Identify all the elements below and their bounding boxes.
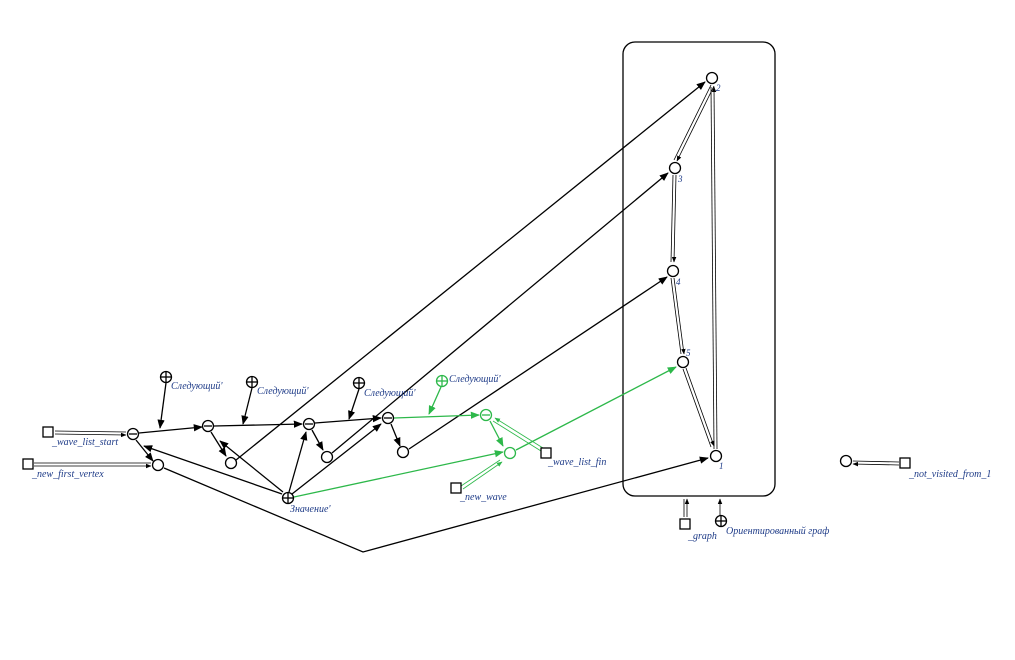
elem-node-2 [320,450,334,464]
graph-label: _graph [687,531,717,542]
edge-n2-c1 [210,431,227,457]
edge-n1-new-first [135,439,154,462]
edge-next3 [348,388,360,420]
edge-g1-g2 [489,420,504,447]
edge-n2-n3 [213,420,303,428]
edge-next4 [428,386,442,415]
edge-nf-v1 [163,456,709,553]
edge-c3-v4 [408,276,668,450]
graph-container [622,41,776,497]
edge-n4-g1 [393,411,480,419]
next-label-2: Следующий' [257,386,309,397]
vertex-1 [709,449,723,463]
edge-c1-v2 [235,81,706,461]
vertex-label-5: 5 [686,348,691,358]
black-edges [135,81,709,553]
wave-list-start-label: _wave_list_start [51,437,118,448]
wave-list-start-node [42,426,54,438]
green-edges [293,366,677,498]
wave-list-fin-label: _wave_list_fin [547,457,606,468]
edge-value-n1 [143,445,283,495]
edge-value-n3 [288,431,308,493]
not-visited-target [839,454,853,468]
vertex-4 [666,264,680,278]
vertex-3 [668,161,682,175]
minus-nodes [126,411,395,441]
edge-n1-n2 [138,424,203,434]
plus-nodes [159,370,728,528]
vertex-2 [705,71,719,85]
vertex-5 [676,355,690,369]
first-vertex-node [151,458,165,472]
new-wave-node [450,482,462,494]
value-label: Значение' [290,504,331,515]
next-label-4: Следующий' [449,374,501,385]
edge-value-n4 [291,423,382,495]
wave-list-fin-node [540,447,552,459]
graph-node [679,518,691,530]
vertex-label-4: 4 [676,277,681,287]
edge-value-g2 [293,450,504,498]
vertex-label-1: 1 [719,461,724,471]
edge-c2-v3 [331,172,669,454]
new-first-vertex-node [22,458,34,470]
new-wave-label: _new_wave [459,492,507,503]
edge-g2-v5 [515,366,677,451]
next-label-3: Следующий' [364,388,416,399]
not-visited-node [899,457,911,469]
oriented-graph-label: Ориентированный граф [726,526,829,537]
elem-node-1 [224,456,238,470]
edge-n3-n4 [314,414,382,424]
vertex-label-2: 2 [716,83,721,93]
constant-nodes [22,426,911,530]
plain-nodes [151,71,853,472]
green-nodes [435,374,517,460]
elem-node-3 [396,445,410,459]
next-label-1: Следующий' [171,381,223,392]
edge-next2 [241,387,253,425]
edge-next1 [157,382,167,429]
green-elem-node [503,446,517,460]
not-visited-label: _not_visited_from_1 [908,469,991,480]
membership-edges [34,84,900,517]
edge-n4-c3 [390,423,401,447]
new-first-vertex-label: _new_first_vertex [31,469,104,480]
edge-n3-c2 [311,429,324,451]
edge-value-n2 [219,440,284,493]
vertex-label-3: 3 [677,174,683,184]
